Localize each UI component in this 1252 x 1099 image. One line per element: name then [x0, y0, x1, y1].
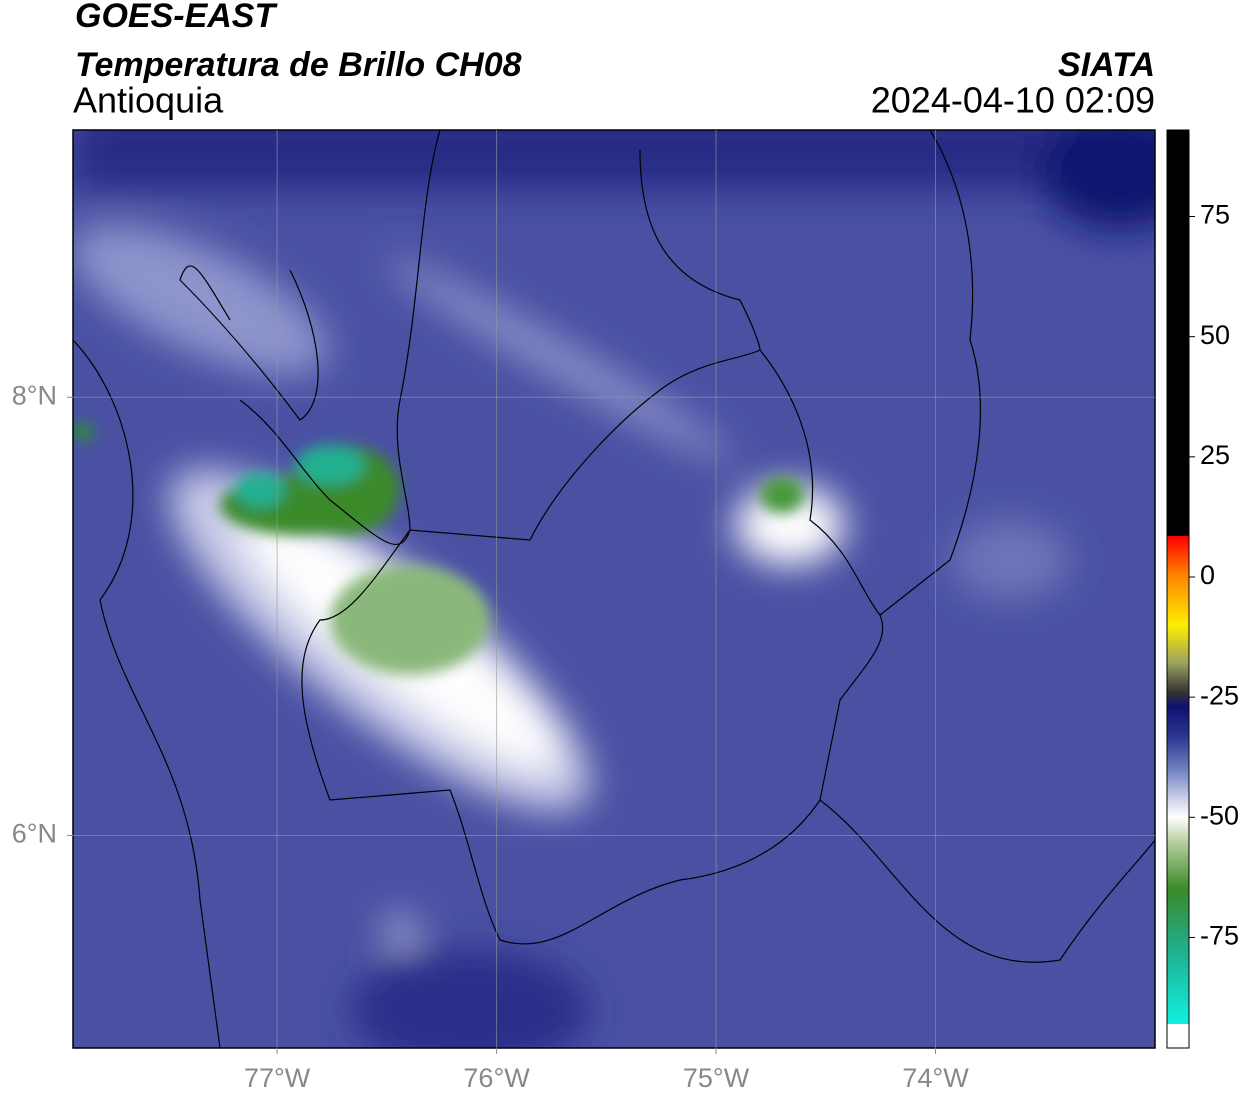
lon-tick-label: 74°W	[902, 1063, 969, 1093]
colorbar-tick-label: -25	[1200, 680, 1239, 710]
colorbar	[1166, 129, 1190, 1049]
title: GOES-EAST	[75, 0, 278, 35]
satellite-image	[73, 130, 1155, 1048]
colorbar-tick-label: 0	[1200, 560, 1215, 590]
agency: SIATA	[1058, 46, 1155, 84]
lon-tick-label: 75°W	[683, 1063, 750, 1093]
subtitle: Temperatura de Brillo CH08	[75, 46, 522, 84]
lon-tick-label: 76°W	[463, 1063, 530, 1093]
map-frame	[72, 129, 1156, 1049]
timestamp: 2024-04-10 02:09	[871, 80, 1155, 121]
colorbar-tick-label: -75	[1200, 921, 1239, 951]
lat-tick-label: 6°N	[12, 819, 57, 849]
lat-tick-label: 8°N	[12, 380, 57, 410]
colorbar-tick-label: 50	[1200, 320, 1230, 350]
lon-tick-label: 77°W	[244, 1063, 311, 1093]
colorbar-tick-label: 25	[1200, 440, 1230, 470]
region: Antioquia	[73, 80, 224, 121]
colorbar-tick-label: 75	[1200, 200, 1230, 230]
colorbar-tick-label: -50	[1200, 800, 1239, 830]
